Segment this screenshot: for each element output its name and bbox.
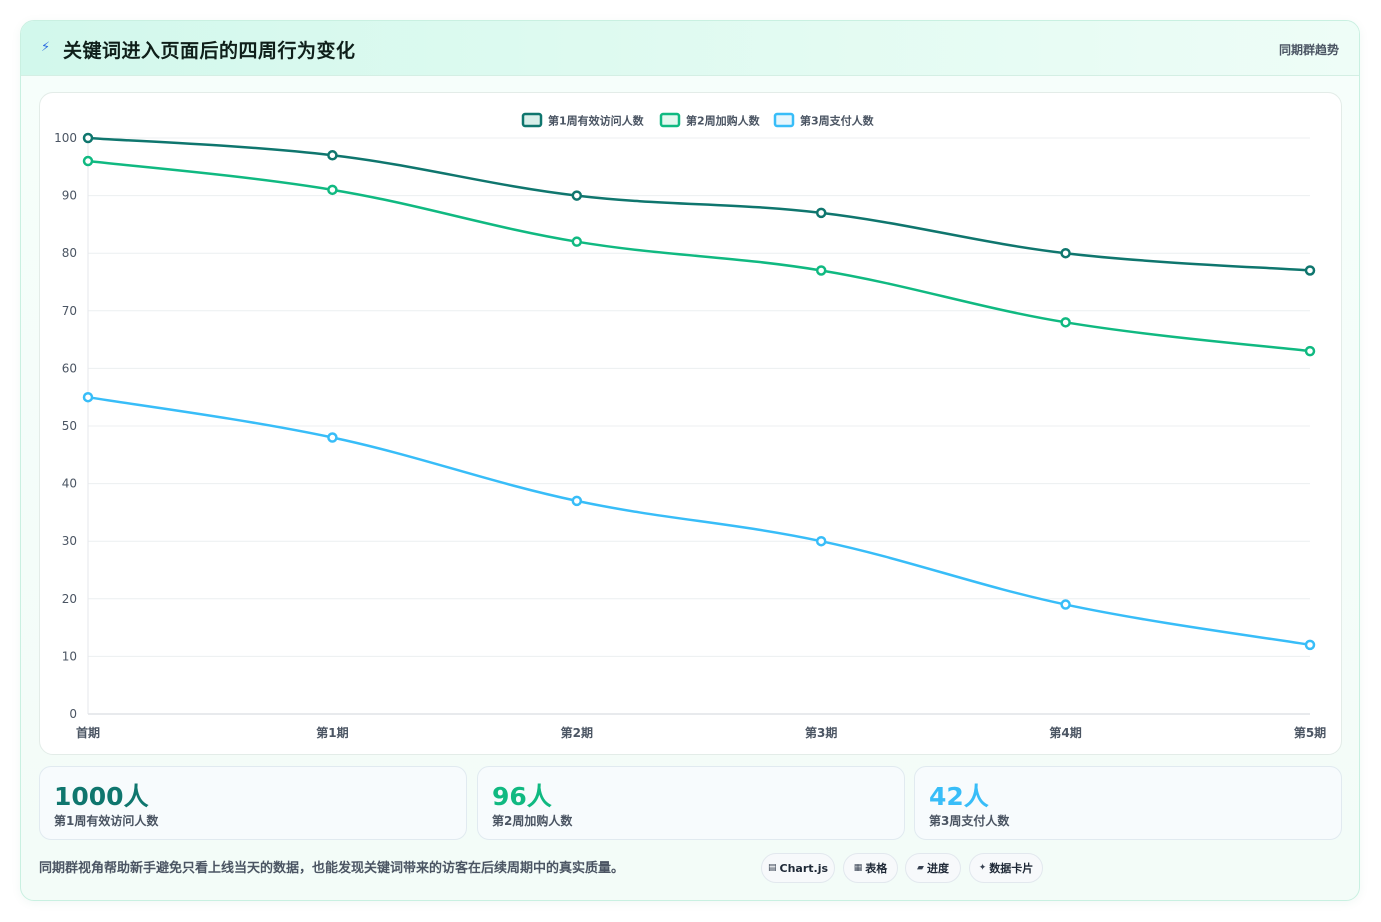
y-tick-label: 10 <box>62 649 77 663</box>
data-point <box>327 150 338 161</box>
y-tick-label: 100 <box>54 131 77 145</box>
stat-label: 第1周有效访问人数 <box>54 814 159 828</box>
card-icon: ✦ <box>978 863 987 873</box>
stat-value: 96人 <box>492 782 552 811</box>
data-point <box>1060 599 1071 610</box>
data-point <box>1304 639 1316 651</box>
pill-chartjs[interactable]: ▤ Chart.js <box>761 853 835 883</box>
data-point <box>571 190 583 201</box>
x-tick-label: 第5期 <box>1294 725 1326 740</box>
pill-table[interactable]: ▦ 表格 <box>843 853 898 883</box>
y-tick-label: 50 <box>62 419 77 433</box>
stat-card-cart: 96人 第2周加购人数 <box>477 766 905 840</box>
legend-swatch <box>659 112 681 128</box>
stat-card-payment: 42人 第3周支付人数 <box>914 766 1342 840</box>
footer-note: 同期群视角帮助新手避免只看上线当天的数据，也能发现关键词带来的访客在后续周期中的… <box>39 861 625 876</box>
data-point <box>82 391 94 403</box>
legend-label: 第2周加购人数 <box>686 114 761 128</box>
data-point <box>1304 345 1316 357</box>
legend-swatch <box>773 112 795 128</box>
stat-value: 1000人 <box>54 782 149 811</box>
pill-data-card[interactable]: ✦ 数据卡片 <box>969 853 1043 883</box>
data-point <box>815 207 827 219</box>
data-point <box>1304 265 1316 276</box>
stat-label: 第3周支付人数 <box>929 814 1010 828</box>
chart-panel: 0 10 20 30 40 50 60 70 80 90 100 首期 第1期 第2期 第3期 第4期 第5期 第… <box>39 92 1342 755</box>
x-tick-label: 首期 <box>76 725 100 740</box>
pill-label: 数据卡片 <box>989 862 1034 875</box>
legend-swatch <box>521 112 543 128</box>
x-tick-label: 第2期 <box>561 725 593 740</box>
y-tick-label: 0 <box>69 707 77 721</box>
x-tick-label: 第1期 <box>316 725 348 740</box>
line-chart: 0 10 20 30 40 50 60 70 80 90 100 首期 第1期 第2期 第3期 第4期 第5期 第… <box>54 112 1326 740</box>
data-point <box>1060 247 1071 259</box>
progress-icon: ▰ <box>917 863 924 873</box>
data-point <box>327 184 338 196</box>
series-line-3 <box>87 395 1311 647</box>
chart-icon: ▤ <box>767 863 777 873</box>
pill-label: 进度 <box>926 862 949 875</box>
flash-icon: ⚡ <box>41 40 51 55</box>
pill-label: Chart.js <box>779 861 829 875</box>
y-tick-label: 80 <box>62 246 77 260</box>
data-point <box>571 495 583 507</box>
data-point <box>327 432 338 443</box>
card-title: 关键词进入页面后的四周行为变化 <box>63 40 356 62</box>
data-point <box>1060 317 1071 328</box>
stat-card-visits: 1000人 第1周有效访问人数 <box>39 766 467 840</box>
legend-label: 第1周有效访问人数 <box>548 114 645 128</box>
data-point <box>571 236 583 247</box>
legend-label: 第3周支付人数 <box>800 114 875 128</box>
x-tick-label: 第4期 <box>1049 725 1081 740</box>
stat-value: 42人 <box>929 782 989 811</box>
table-icon: ▦ <box>853 863 863 873</box>
data-point <box>815 535 827 547</box>
data-point <box>82 132 94 144</box>
header-tag: 同期群趋势 <box>1278 43 1339 57</box>
series-line-2 <box>87 159 1311 353</box>
y-tick-label: 30 <box>62 534 77 548</box>
pill-progress[interactable]: ▰ 进度 <box>905 853 961 883</box>
y-tick-label: 60 <box>62 361 77 375</box>
y-tick-label: 70 <box>62 304 77 318</box>
series-line-1 <box>87 136 1311 272</box>
y-tick-label: 90 <box>62 189 77 203</box>
pill-label: 表格 <box>865 862 888 875</box>
stat-label: 第2周加购人数 <box>492 814 573 828</box>
card-header: ⚡ 关键词进入页面后的四周行为变化 同期群趋势 <box>21 21 1359 76</box>
y-tick-label: 40 <box>62 477 77 491</box>
cohort-card: ⚡ 关键词进入页面后的四周行为变化 同期群趋势 0 10 20 30 40 50 60 70 8… <box>20 20 1360 901</box>
data-point <box>82 155 94 167</box>
data-point <box>815 265 827 276</box>
y-tick-label: 20 <box>62 592 77 606</box>
x-tick-label: 第3期 <box>805 725 837 740</box>
